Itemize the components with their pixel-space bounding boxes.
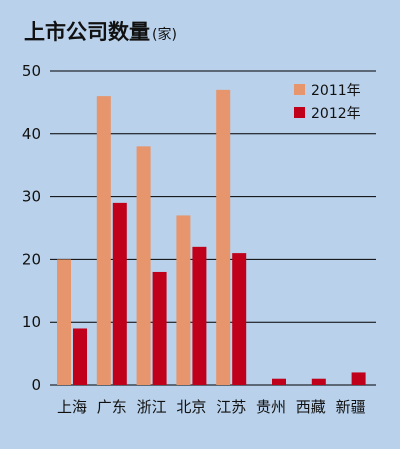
chart-title-unit: (家) (152, 26, 177, 43)
x-axis-categories: 上海 广东 浙江 北京 江苏 贵州 西藏 新疆 (57, 398, 366, 416)
legend: 2011年 2012年 (294, 83, 361, 122)
bar-series-2 (73, 328, 87, 385)
x-category-label: 江苏 (216, 398, 246, 416)
chart-title: 上市公司数量 (家) (24, 20, 177, 44)
legend-swatch (294, 84, 305, 95)
y-tick-label: 40 (22, 125, 41, 143)
bar-series-1 (136, 146, 151, 385)
x-category-label: 广东 (97, 398, 127, 416)
bar-series-1 (176, 215, 191, 385)
bar-series-2 (272, 378, 286, 385)
bar-series-2 (311, 378, 326, 385)
y-tick-label: 30 (22, 188, 41, 206)
bar-series-1 (57, 259, 71, 385)
y-tick-label: 0 (31, 376, 41, 394)
x-category-label: 贵州 (256, 398, 286, 416)
y-tick-label: 50 (22, 62, 41, 80)
x-category-label: 浙江 (137, 398, 167, 416)
legend-label: 2012年 (311, 106, 361, 122)
legend-swatch (294, 107, 305, 118)
y-tick-label: 20 (22, 250, 41, 268)
bar-series-1 (96, 96, 111, 386)
bar-series-2 (192, 246, 207, 385)
bar-series-2 (152, 271, 167, 385)
bar-series-1 (216, 89, 231, 385)
y-axis-ticks: 0 10 20 30 40 50 (22, 62, 41, 394)
chart-title-main: 上市公司数量 (24, 20, 150, 44)
bar-series-2 (112, 202, 127, 385)
x-category-label: 西藏 (296, 398, 326, 416)
x-category-label: 上海 (57, 398, 87, 416)
bar-series-2 (351, 372, 366, 385)
y-tick-label: 10 (22, 313, 41, 331)
legend-label: 2011年 (311, 83, 361, 99)
x-category-label: 北京 (176, 398, 206, 416)
x-category-label: 新疆 (336, 398, 366, 416)
bar-series-2 (232, 253, 247, 385)
bars (57, 89, 366, 386)
